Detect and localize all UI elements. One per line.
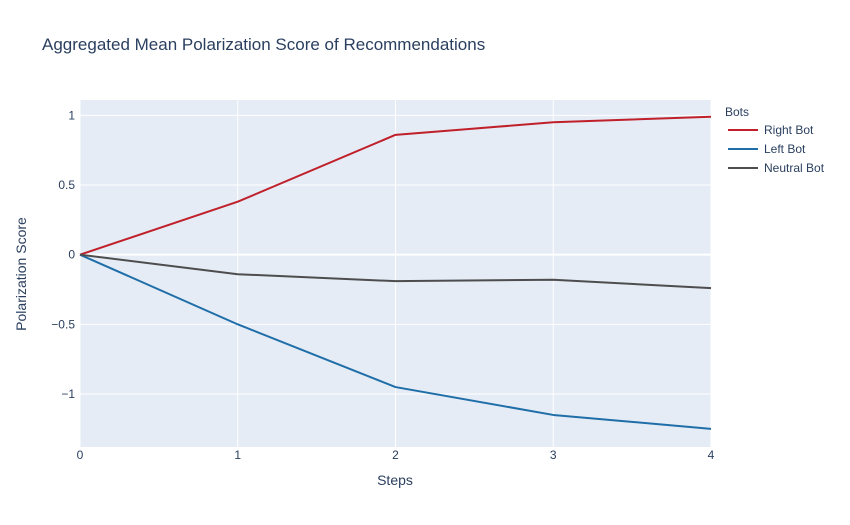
x-gridlines <box>79 100 712 447</box>
y-tick-label: −0.5 <box>51 317 75 331</box>
legend-item-label: Right Bot <box>764 123 814 137</box>
chart-title: Aggregated Mean Polarization Score of Re… <box>42 35 485 54</box>
x-tick-label: 3 <box>550 448 557 462</box>
x-tick-label: 2 <box>392 448 399 462</box>
y-tick-labels: 1 0.5 0 −0.5 −1 <box>51 108 75 401</box>
x-tick-labels: 0 1 2 3 4 <box>77 448 715 462</box>
x-tick-label: 4 <box>708 448 715 462</box>
legend: Bots Right Bot Left Bot Neutral Bot <box>725 105 825 175</box>
y-tick-label: 0.5 <box>58 178 75 192</box>
y-tick-label: −1 <box>61 387 75 401</box>
series-line-left-bot <box>79 253 712 430</box>
legend-item-label: Neutral Bot <box>764 161 825 175</box>
y-axis-title: Polarization Score <box>13 217 29 331</box>
series-line-right-bot <box>79 115 712 256</box>
x-tick-label: 1 <box>234 448 241 462</box>
y-tick-label: 0 <box>68 248 75 262</box>
x-tick-label: 0 <box>77 448 84 462</box>
y-tick-label: 1 <box>68 108 75 122</box>
x-axis-title: Steps <box>377 472 413 488</box>
legend-item-label: Left Bot <box>764 142 806 156</box>
legend-title: Bots <box>725 105 749 119</box>
series-lines <box>79 115 712 430</box>
series-line-neutral-bot <box>79 253 712 290</box>
